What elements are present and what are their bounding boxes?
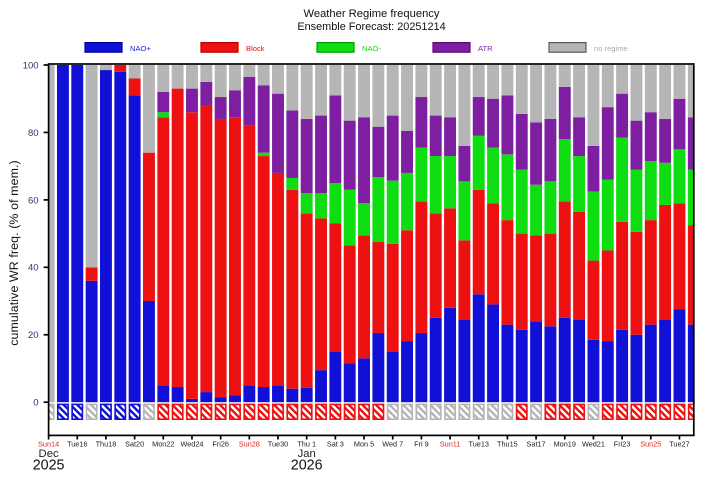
svg-text:NAO-: NAO- <box>362 44 381 53</box>
svg-text:Fri23: Fri23 <box>614 439 631 448</box>
svg-text:Tue16: Tue16 <box>67 439 87 448</box>
svg-text:2026: 2026 <box>291 457 323 473</box>
svg-text:Wed21: Wed21 <box>582 439 605 448</box>
svg-text:no regime: no regime <box>594 44 628 53</box>
svg-text:Thu15: Thu15 <box>497 439 518 448</box>
svg-text:Sun28: Sun28 <box>239 439 260 448</box>
svg-text:Wed24: Wed24 <box>180 439 203 448</box>
svg-text:Jan: Jan <box>298 448 316 460</box>
svg-text:2025: 2025 <box>33 457 65 473</box>
svg-text:Wed 7: Wed 7 <box>382 439 403 448</box>
svg-text:40: 40 <box>28 263 39 274</box>
svg-text:Fri26: Fri26 <box>212 439 229 448</box>
svg-text:0: 0 <box>33 398 38 409</box>
svg-text:NAO+: NAO+ <box>130 44 151 53</box>
svg-text:Sun11: Sun11 <box>440 439 461 448</box>
svg-text:Sat20: Sat20 <box>125 439 144 448</box>
svg-text:Mon 5: Mon 5 <box>354 439 374 448</box>
svg-text:Ensemble Forecast: 20251214: Ensemble Forecast: 20251214 <box>297 21 445 33</box>
svg-text:Dec: Dec <box>39 448 59 460</box>
svg-text:Tue30: Tue30 <box>268 439 288 448</box>
svg-text:Tue27: Tue27 <box>669 439 689 448</box>
svg-text:20: 20 <box>28 330 39 341</box>
svg-text:Sat17: Sat17 <box>527 439 546 448</box>
svg-text:60: 60 <box>28 195 39 206</box>
svg-text:Mon19: Mon19 <box>554 439 576 448</box>
svg-text:Thu 1: Thu 1 <box>297 439 316 448</box>
svg-text:Sun14: Sun14 <box>38 439 59 448</box>
svg-text:Weather Regime frequency: Weather Regime frequency <box>304 8 440 20</box>
svg-text:Fri 9: Fri 9 <box>414 439 429 448</box>
svg-text:Thu18: Thu18 <box>96 439 117 448</box>
svg-text:Sun25: Sun25 <box>640 439 661 448</box>
svg-text:Block: Block <box>246 44 265 53</box>
svg-text:cumulative WR freq. (% of mem.: cumulative WR freq. (% of mem.) <box>7 160 21 346</box>
svg-text:ATR: ATR <box>478 44 493 53</box>
svg-text:Mon22: Mon22 <box>152 439 174 448</box>
svg-text:Sat 3: Sat 3 <box>327 439 344 448</box>
svg-text:Tue13: Tue13 <box>469 439 489 448</box>
svg-text:80: 80 <box>28 128 39 139</box>
svg-text:100: 100 <box>23 60 39 71</box>
